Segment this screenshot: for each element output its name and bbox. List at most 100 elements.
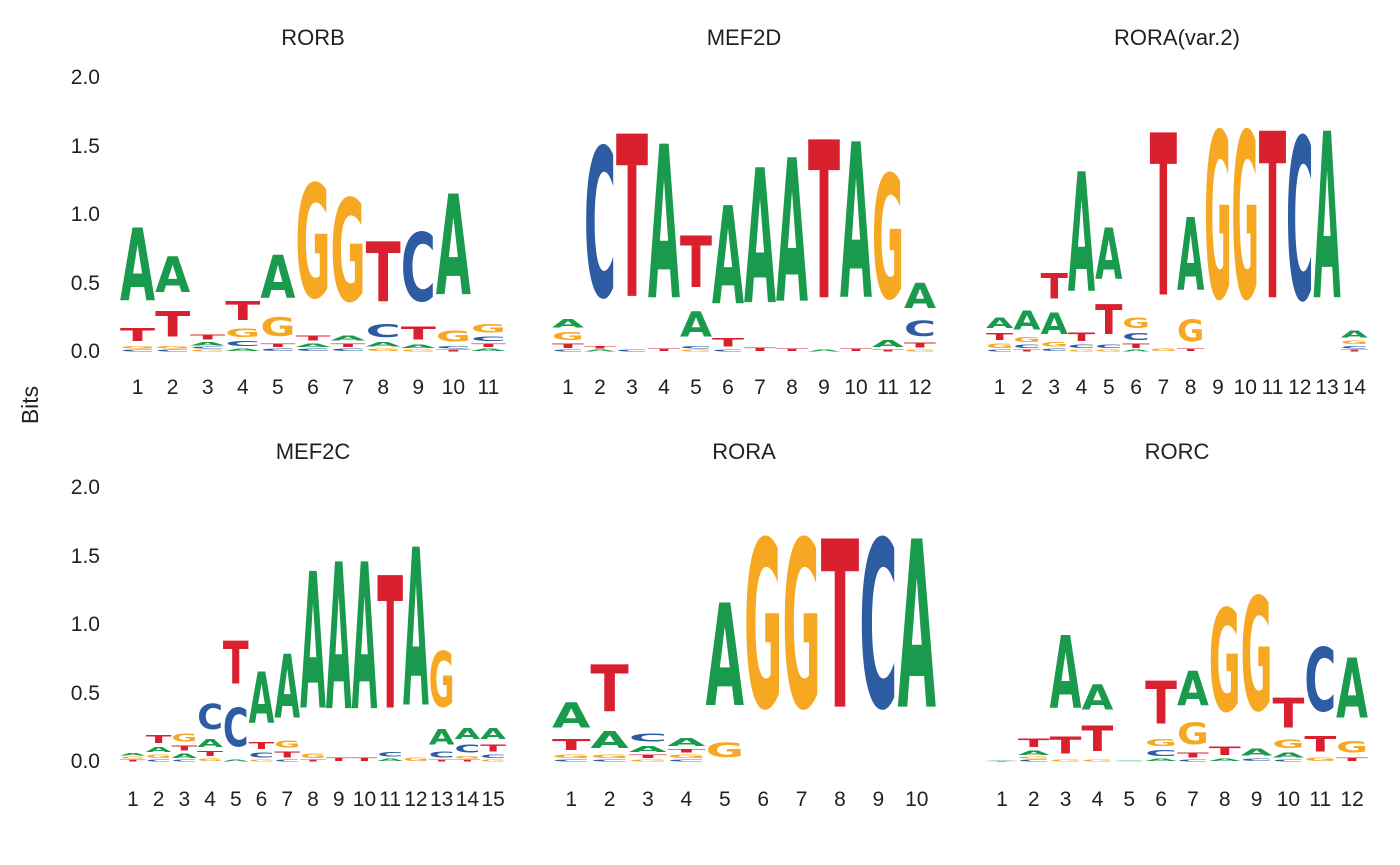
logo-letter-T: T — [1018, 736, 1051, 750]
x-tick-label: 10 — [905, 788, 929, 811]
x-tick-label: 5 — [229, 788, 242, 811]
logo-letter-T: T — [377, 539, 403, 751]
logo-letter-G: G — [1341, 340, 1368, 346]
logo-letter-C: C — [616, 349, 648, 352]
logo-letter-T: T — [1013, 349, 1041, 352]
logo-letter-T: T — [225, 296, 260, 326]
logo-letter-A: A — [584, 349, 616, 352]
x-tick-label: 2 — [594, 376, 606, 399]
logo-letter-A: A — [1177, 198, 1204, 314]
logo-letter-T: T — [840, 348, 872, 352]
logo-letter-A: A — [552, 317, 585, 330]
logo-letter-C: C — [146, 759, 172, 762]
logo-letter-G: G — [904, 349, 936, 352]
logo-plot-rorb: CGTACGTAGCATACGTCTGACATGCTAGGACTGATCTCGA… — [120, 152, 506, 352]
x-tick-label: 4 — [680, 788, 693, 811]
x-tick-label: 4 — [1075, 376, 1088, 399]
logo-letter-G: G — [300, 753, 326, 760]
logo-letter-G: G — [629, 759, 667, 762]
logo-letter-T: T — [584, 345, 616, 349]
logo-letter-C: C — [471, 336, 506, 343]
x-tick-label: 11 — [1309, 788, 1332, 811]
x-tick-label: 1 — [993, 376, 1006, 399]
x-tick-label: 1 — [565, 788, 578, 811]
logo-letter-A: A — [629, 744, 668, 753]
logo-letter-C: C — [274, 759, 300, 762]
logo-letter-C: C — [629, 732, 667, 744]
logo-letter-C: C — [1018, 759, 1050, 762]
logo-letter-A: A — [331, 334, 366, 342]
logo-letter-C: C — [1068, 344, 1095, 349]
logo-letter-T: T — [744, 347, 776, 352]
logo-letter-G: G — [366, 348, 401, 352]
x-tick-label: 7 — [342, 376, 354, 399]
logo-letter-A: A — [1313, 85, 1340, 352]
x-tick-label: 6 — [255, 788, 268, 811]
logo-letter-G: G — [190, 349, 225, 352]
x-tick-label: 14 — [1342, 376, 1367, 399]
logo-letter-G: G — [1113, 761, 1145, 762]
x-tick-label: 7 — [1157, 376, 1170, 399]
logo-letter-T: T — [1273, 690, 1305, 738]
logo-letter-G: G — [480, 759, 506, 762]
logo-letter-C: C — [455, 743, 481, 755]
logo-letter-C: C — [171, 759, 197, 762]
logo-letter-C: C — [1013, 344, 1040, 349]
x-tick-label: 11 — [477, 376, 500, 399]
logo-letter-G: G — [120, 345, 155, 349]
x-tick-label: 12 — [1340, 788, 1364, 811]
panel-title-rora-var-2-: RORA(var.2) — [1114, 25, 1240, 50]
logo-letter-A: A — [223, 759, 250, 762]
logo-letter-A: A — [1241, 747, 1273, 758]
logo-letter-C: C — [429, 750, 455, 760]
x-tick-label: 2 — [603, 788, 616, 811]
logo-letter-T: T — [1050, 732, 1082, 759]
x-tick-label: 11 — [1261, 376, 1284, 399]
y-tick-label: 1.0 — [70, 203, 100, 226]
x-tick-label: 2 — [1021, 376, 1033, 399]
x-tick-label: 3 — [178, 788, 191, 811]
logo-letter-A: A — [1122, 349, 1150, 352]
x-tick-label: 9 — [1250, 788, 1263, 811]
logo-letter-A: A — [274, 636, 300, 739]
logo-letter-T: T — [260, 342, 295, 348]
logo-letter-A: A — [225, 348, 260, 352]
x-tick-label: 12 — [404, 788, 428, 811]
y-tick-label: 0.5 — [70, 681, 100, 705]
logo-letter-C: C — [197, 697, 223, 738]
y-tick-label: 0.0 — [70, 340, 100, 363]
logo-letter-A: A — [436, 168, 471, 328]
logo-letter-C: C — [986, 349, 1013, 352]
logo-letter-T: T — [352, 757, 379, 762]
logo-letter-C: C — [680, 345, 712, 349]
logo-letter-C: C — [260, 348, 295, 352]
logo-letter-G: G — [1050, 759, 1082, 762]
logo-letter-A: A — [808, 349, 840, 352]
logo-letter-C: C — [1273, 759, 1305, 762]
logo-letter-G: G — [1082, 759, 1114, 762]
logo-letter-A: A — [146, 746, 172, 754]
logo-letter-G: G — [401, 349, 436, 352]
logo-letter-G: G — [680, 349, 712, 352]
y-tick-label: 1.5 — [70, 544, 100, 568]
logo-letter-A: A — [1082, 678, 1114, 718]
logo-letter-G: G — [552, 754, 590, 759]
y-tick-label: 2.0 — [70, 476, 100, 499]
logo-letter-T: T — [366, 225, 401, 321]
logo-letter-C: C — [1241, 758, 1273, 762]
logo-letter-A: A — [1095, 215, 1122, 297]
logo-letter-A: A — [366, 341, 401, 348]
logo-letter-C: C — [1286, 92, 1313, 351]
logo-letter-A: A — [197, 737, 223, 749]
logo-letter-T: T — [1095, 295, 1123, 344]
logo-letter-T: T — [120, 325, 155, 346]
logo-letter-A: A — [872, 339, 905, 350]
logo-letter-T: T — [471, 342, 506, 348]
logo-letter-C: C — [1177, 759, 1209, 762]
logo-letter-G: G — [331, 172, 366, 334]
x-tick-label: 4 — [204, 788, 216, 811]
logo-letter-T: T — [552, 736, 590, 754]
x-tick-label: 10 — [441, 376, 466, 399]
